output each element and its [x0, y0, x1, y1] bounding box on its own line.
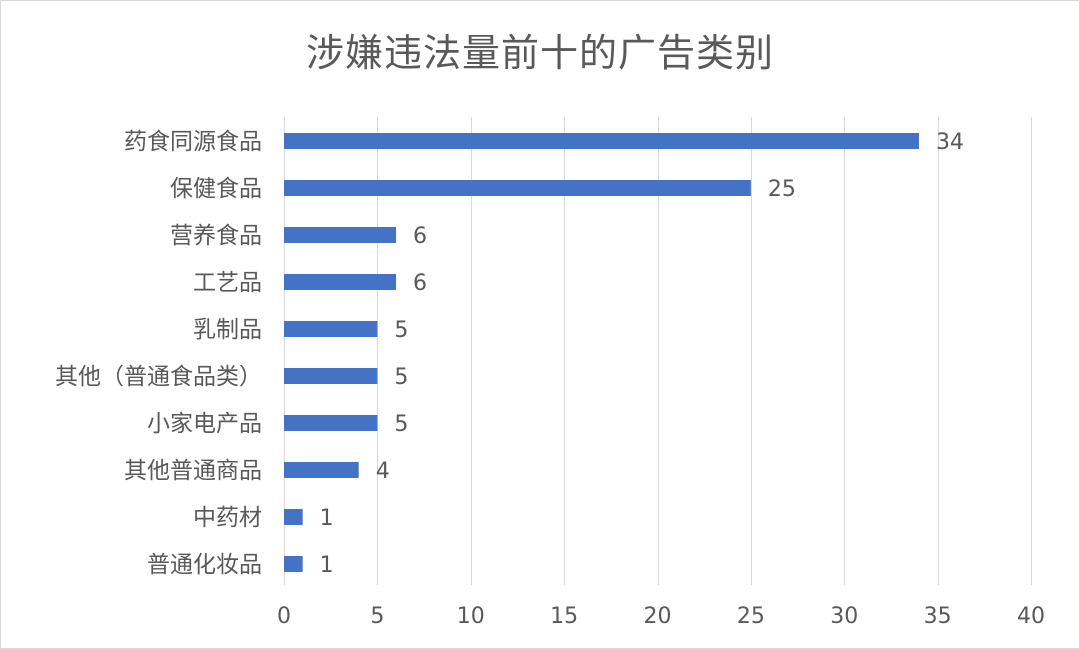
data-label: 6: [413, 224, 427, 249]
data-label: 5: [394, 412, 408, 437]
x-tick-label: 40: [1017, 604, 1045, 629]
chart-title: 涉嫌违法量前十的广告类别: [305, 31, 774, 75]
data-label: 6: [413, 271, 427, 296]
bar: [284, 462, 359, 478]
bar: [284, 509, 303, 525]
data-label: 5: [394, 318, 408, 343]
data-label: 5: [394, 365, 408, 390]
bar: [284, 274, 397, 290]
category-label: 小家电产品: [147, 411, 262, 437]
bars: [284, 133, 919, 572]
x-tick-label: 30: [830, 604, 858, 629]
x-tick-label: 25: [737, 604, 765, 629]
category-label: 工艺品: [193, 270, 262, 296]
category-label: 保健食品: [170, 176, 262, 202]
bar: [284, 556, 303, 572]
category-label: 其他普通商品: [124, 458, 262, 484]
data-label: 34: [936, 130, 964, 155]
category-label: 普通化妆品: [147, 552, 262, 578]
x-tick-label: 35: [924, 604, 952, 629]
x-tick-label: 5: [370, 604, 384, 629]
x-tick-label: 15: [550, 604, 578, 629]
x-tick-labels: 0 5 10 15 20 25 30 35 40: [277, 604, 1045, 629]
bar: [284, 415, 378, 431]
data-label: 1: [320, 553, 334, 578]
bar: [284, 368, 378, 384]
bar: [284, 321, 378, 337]
category-label: 中药材: [193, 505, 262, 531]
category-label: 乳制品: [193, 317, 262, 343]
bar: [284, 133, 919, 149]
category-label: 其他（普通食品类）: [55, 364, 262, 390]
bar: [284, 227, 397, 243]
data-label: 4: [376, 459, 390, 484]
data-label: 25: [768, 177, 796, 202]
x-tick-label: 0: [277, 604, 291, 629]
category-label: 营养食品: [170, 223, 262, 249]
data-label: 1: [320, 506, 334, 531]
x-tick-label: 10: [457, 604, 485, 629]
bar: [284, 180, 751, 196]
category-label: 药食同源食品: [124, 129, 262, 155]
x-tick-label: 20: [644, 604, 672, 629]
